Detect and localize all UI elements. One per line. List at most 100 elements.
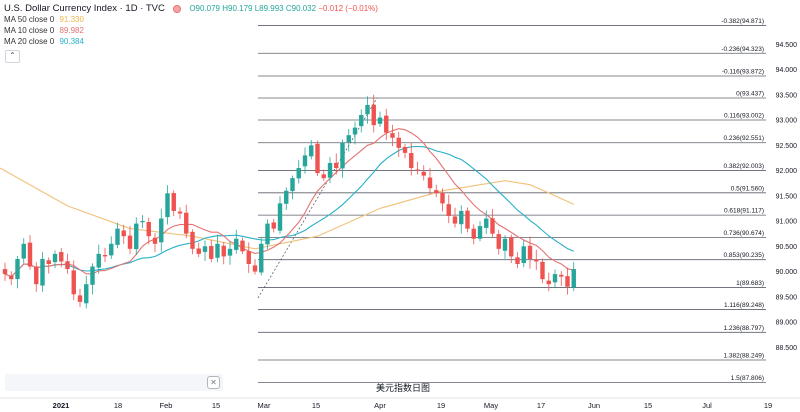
candle-body: [127, 235, 133, 249]
fib-level-label: 1.382(88.249): [724, 352, 764, 359]
ma20-path: [4, 145, 575, 278]
candle-body: [90, 266, 95, 285]
candle-body: [446, 204, 451, 217]
candle-body: [521, 246, 526, 264]
ma20-label[interactable]: MA 20 close 0: [4, 37, 55, 46]
candle-body: [471, 228, 476, 239]
candle-body: [202, 246, 208, 252]
candle-body: [377, 117, 383, 124]
price-axis[interactable]: 94.500 94.000 93.500 93.000 92.500 92.000 91.5…: [776, 42, 798, 352]
candle-body: [434, 190, 439, 194]
candle-body: [309, 145, 314, 157]
time-tick-label: 15: [312, 401, 320, 410]
price-tick-label: 91.500: [776, 193, 798, 200]
ma10-value: 89.982: [59, 26, 84, 35]
candle-body: [46, 260, 51, 264]
candle-body: [459, 210, 464, 225]
candle-body: [315, 143, 320, 174]
fib-level-label: 0(93.437): [736, 91, 764, 98]
candle-body: [227, 248, 233, 256]
ma10-label[interactable]: MA 10 close 0: [4, 26, 55, 35]
candle-body: [252, 265, 258, 272]
candle-body: [140, 221, 145, 223]
time-tick-label: 17: [537, 401, 545, 410]
candle-body: [215, 243, 220, 258]
symbol-title[interactable]: U.S. Dollar Currency Index · 1D · TVC: [4, 3, 165, 14]
time-tick-label: 15: [644, 401, 652, 410]
candle-body: [365, 104, 370, 115]
candle-body: [146, 222, 151, 237]
fibonacci-trend-line[interactable]: [257, 97, 378, 299]
time-tick-label: Feb: [160, 401, 173, 410]
candle-body: [234, 238, 239, 250]
candle-body: [77, 295, 83, 302]
close-icon[interactable]: ✕: [207, 376, 220, 389]
candle-body: [352, 127, 358, 135]
candle-body: [209, 245, 214, 259]
fib-level-label: 0.116(93.002): [724, 112, 764, 119]
time-tick-label: Jul: [702, 401, 712, 410]
time-tick-label: Mar: [258, 401, 271, 410]
candle-body: [559, 274, 564, 277]
fib-level-label: -0.236(94.323): [721, 46, 764, 53]
price-change: −0.012 (−0.01%): [318, 4, 378, 13]
candle-body: [490, 218, 495, 234]
candle-body: [159, 218, 164, 243]
candle-body: [84, 284, 89, 304]
time-axis[interactable]: 2021 18 Feb 15 Mar 15 Apr 19 May 17 Jun 15 Jul 19: [53, 401, 773, 410]
candle-body: [427, 177, 433, 189]
price-tick-label: 92.500: [776, 143, 798, 150]
fib-level-label: 0.382(92.003): [724, 163, 764, 170]
candle-body: [271, 222, 276, 229]
fib-level-label: 0.236(92.551): [724, 135, 764, 142]
candle-body: [196, 248, 201, 254]
chevron-up-icon[interactable]: ⌃: [5, 50, 20, 63]
candle-body: [396, 137, 401, 148]
candle-body: [109, 243, 114, 256]
candle-body: [40, 258, 45, 286]
price-tick-label: 94.000: [776, 67, 798, 74]
candle-body: [184, 212, 189, 234]
candlestick-series: [2, 94, 576, 309]
ma10-line: [4, 128, 574, 278]
candle-body: [552, 274, 558, 283]
candle-body: [534, 259, 539, 262]
price-tick-label: 90.500: [776, 244, 798, 251]
candle-body: [540, 261, 545, 280]
candle-body: [502, 238, 508, 251]
candle-body: [346, 135, 351, 143]
price-tick-label: 88.500: [776, 345, 798, 352]
candle-body: [165, 193, 170, 218]
time-tick-label: Apr: [374, 401, 386, 410]
candle-body: [71, 270, 76, 295]
time-tick-label: 18: [114, 401, 122, 410]
candle-body: [340, 142, 345, 169]
market-status-icon: [173, 4, 182, 13]
candle-body: [484, 218, 489, 228]
chart-legend: U.S. Dollar Currency Index · 1D · TVC O9…: [4, 3, 378, 47]
candle-body: [177, 211, 183, 214]
ma50-line: [0, 167, 575, 250]
candle-body: [52, 253, 58, 263]
candle-body: [96, 253, 101, 268]
candle-body: [2, 269, 8, 275]
candle-body: [409, 153, 414, 169]
candle-body: [265, 223, 270, 245]
fibonacci-labels: -0.382(94.871) -0.236(94.323) -0.116(93.87…: [721, 18, 764, 382]
fib-level-label: 0.853(90.235): [724, 252, 764, 259]
candle-body: [371, 104, 376, 126]
time-tick-label: Jun: [588, 401, 600, 410]
fib-level-label: 0.5(91.560): [731, 185, 764, 192]
candle-body: [527, 245, 533, 259]
fib-level-label: 1(89.683): [736, 280, 764, 287]
time-tick-label: 19: [437, 401, 445, 410]
candle-body: [59, 252, 64, 262]
ma50-label[interactable]: MA 50 close 0: [4, 15, 55, 24]
candle-body: [452, 216, 458, 224]
price-tick-label: 91.000: [776, 219, 798, 226]
candle-body: [259, 243, 264, 273]
time-tick-label: May: [484, 401, 498, 410]
fib-level-label: -0.116(93.872): [722, 69, 764, 76]
candle-body: [327, 162, 333, 178]
